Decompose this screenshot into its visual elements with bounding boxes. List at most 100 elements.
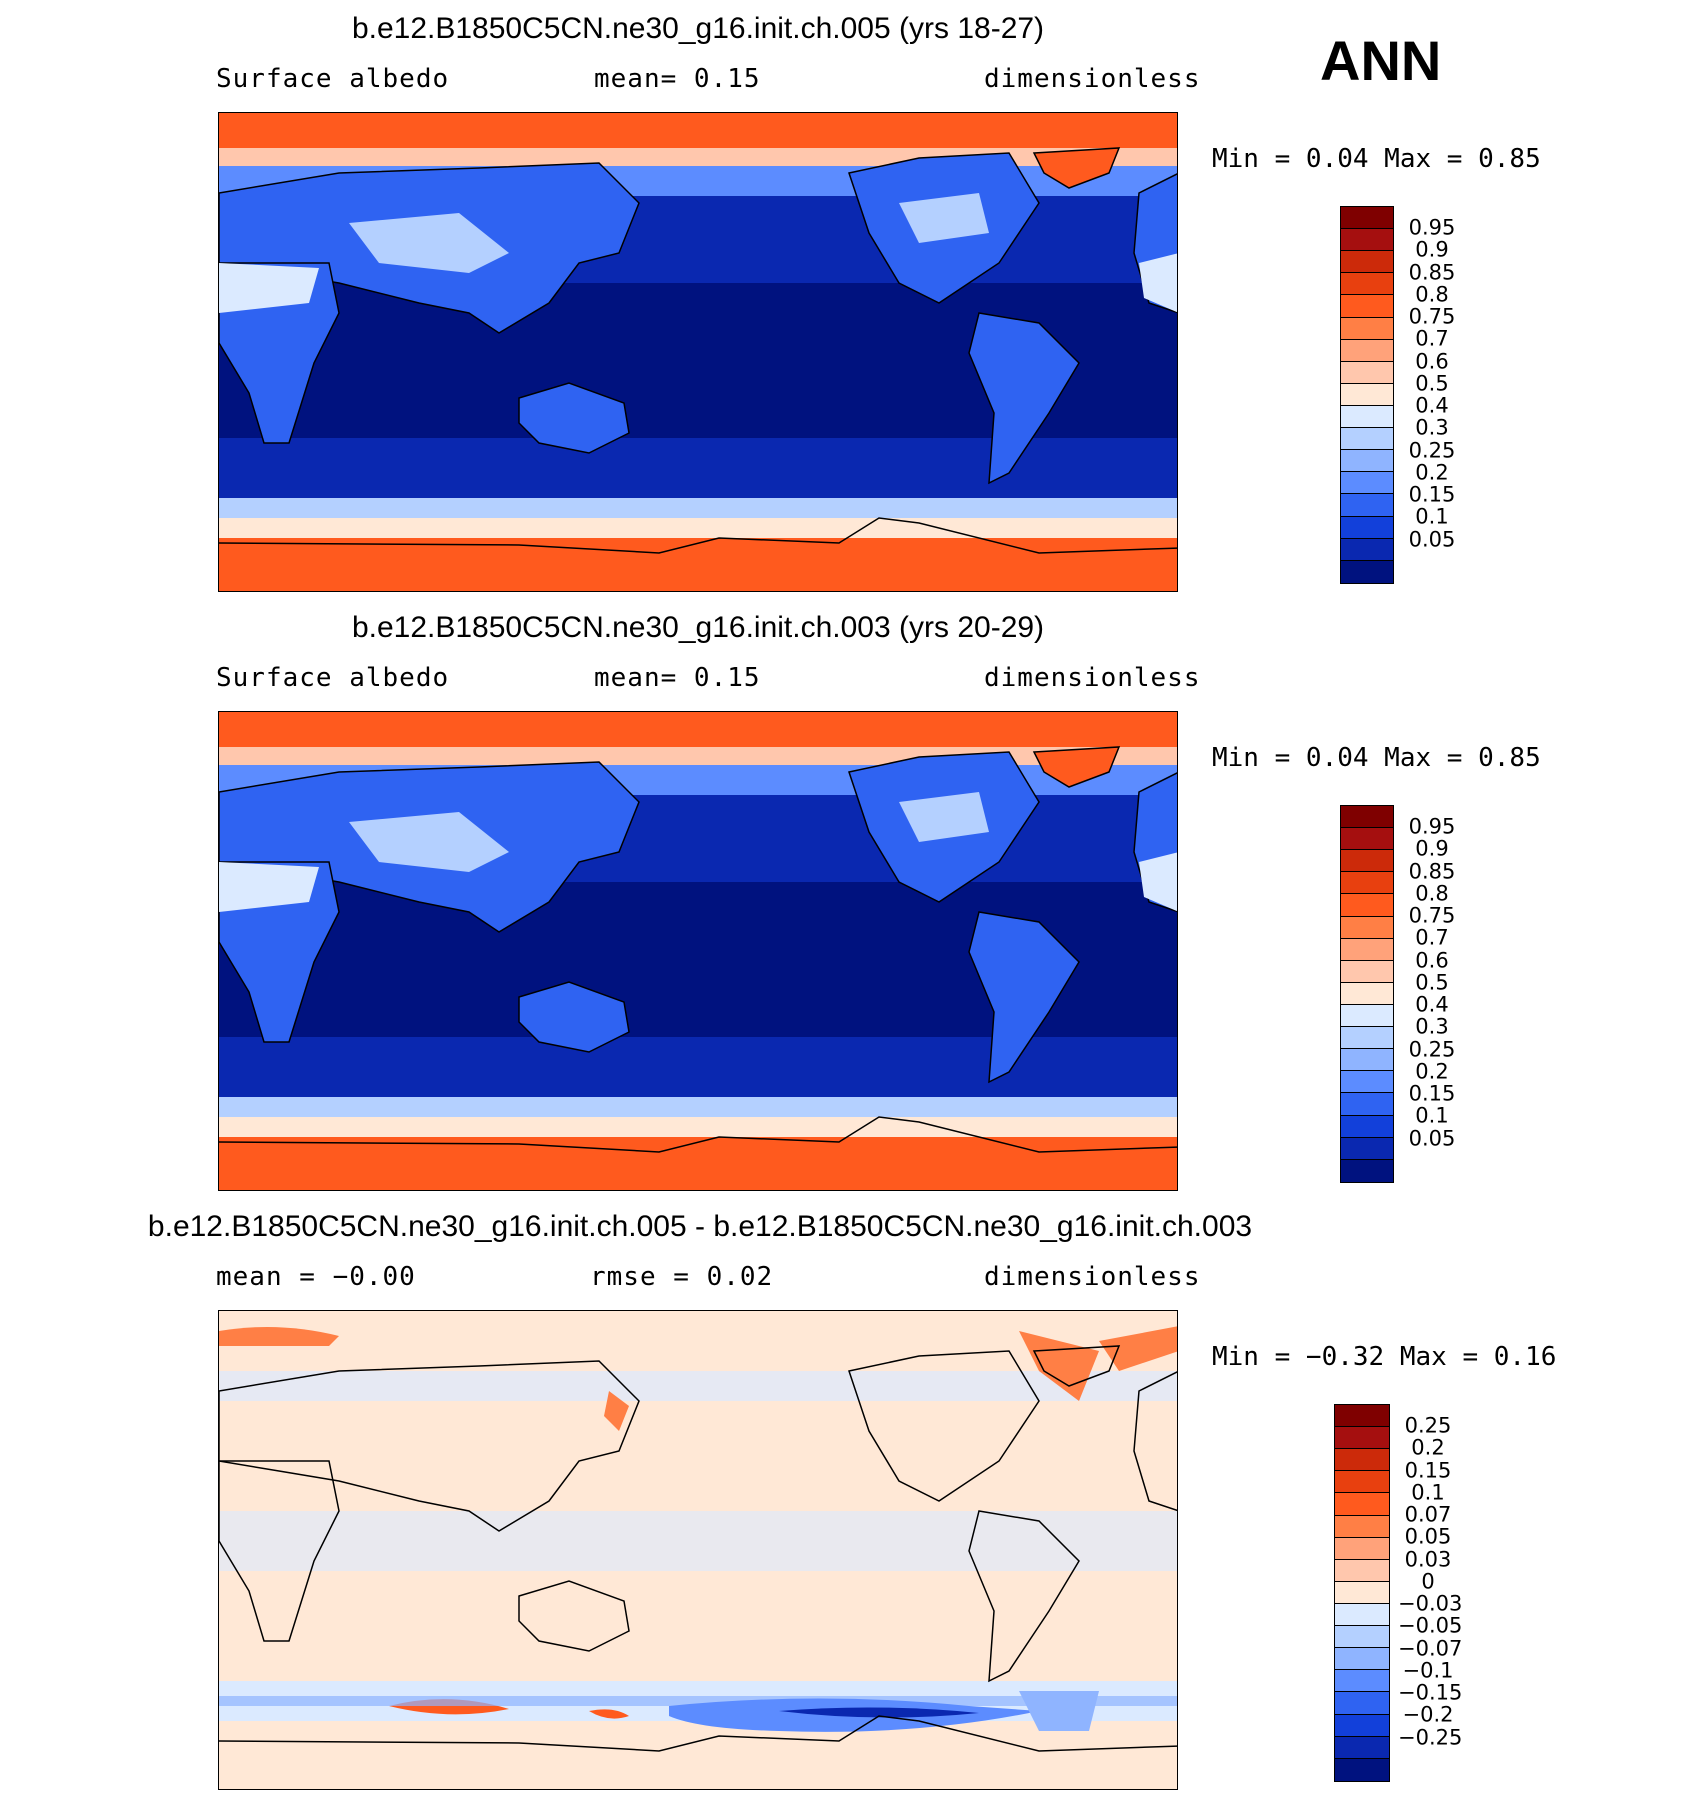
colorbar-segment bbox=[1341, 383, 1393, 406]
colorbar-tick-label: 0.5 bbox=[1415, 371, 1449, 396]
panel-1-colorbar-labels: 0.95 0.9 0.85 0.8 0.75 0.7 0.6 0.5 0.4 0.3 0.25 0.2… bbox=[1402, 206, 1472, 584]
colorbar-segment bbox=[1341, 207, 1393, 230]
colorbar-tick-label: 0.05 bbox=[1408, 1126, 1456, 1151]
panel-1-map bbox=[218, 112, 1178, 592]
colorbar-segment bbox=[1335, 1603, 1389, 1627]
colorbar-tick-label: 0 bbox=[1421, 1569, 1435, 1594]
colorbar-tick-label: 0.1 bbox=[1411, 1480, 1445, 1505]
colorbar-segment bbox=[1335, 1493, 1389, 1516]
colorbar-tick-label: 0.75 bbox=[1408, 903, 1456, 928]
colorbar-segment bbox=[1335, 1405, 1389, 1428]
panel-1-title: b.e12.B1850C5CN.ne30_g16.init.ch.005 (yr… bbox=[351, 12, 1045, 45]
colorbar-segment bbox=[1335, 1427, 1389, 1450]
colorbar-tick-label: 0.9 bbox=[1415, 237, 1449, 262]
panel-1-mean-label: mean= 0.15 bbox=[594, 64, 761, 94]
colorbar-tick-label: 0.15 bbox=[1408, 1081, 1456, 1106]
colorbar-segment bbox=[1335, 1449, 1389, 1472]
colorbar-segment bbox=[1341, 1071, 1393, 1094]
colorbar-tick-label: 0.4 bbox=[1415, 992, 1449, 1017]
colorbar-segment bbox=[1341, 938, 1393, 961]
colorbar-tick-label: 0.1 bbox=[1415, 504, 1449, 529]
colorbar-tick-label: 0.15 bbox=[1408, 482, 1456, 507]
colorbar-segment bbox=[1335, 1670, 1389, 1693]
colorbar-segment bbox=[1341, 1049, 1393, 1072]
panel-2-mean-label: mean= 0.15 bbox=[594, 663, 761, 693]
panel-2-map bbox=[218, 711, 1178, 1191]
colorbar-segment bbox=[1341, 361, 1393, 384]
colorbar-segment bbox=[1341, 538, 1393, 561]
colorbar-segment bbox=[1341, 1115, 1393, 1138]
panel-1-units-label: dimensionless bbox=[984, 64, 1201, 94]
panel-2-minmax: Min = 0.04 Max = 0.85 bbox=[1212, 743, 1541, 773]
colorbar-segment bbox=[1341, 1093, 1393, 1116]
panel-2-variable-label: Surface albedo bbox=[216, 663, 450, 693]
colorbar-segment bbox=[1335, 1692, 1389, 1715]
colorbar-tick-label: −0.2 bbox=[1402, 1702, 1454, 1727]
colorbar-tick-label: 0.25 bbox=[1408, 1037, 1456, 1062]
colorbar-tick-label: −0.03 bbox=[1398, 1591, 1463, 1616]
colorbar-segment bbox=[1341, 472, 1393, 495]
colorbar-segment bbox=[1335, 1758, 1389, 1781]
colorbar-segment bbox=[1341, 405, 1393, 429]
panel-3-title: b.e12.B1850C5CN.ne30_g16.init.ch.005 - b… bbox=[147, 1210, 1253, 1243]
colorbar-tick-label: −0.07 bbox=[1398, 1636, 1463, 1661]
colorbar-tick-label: 0.07 bbox=[1404, 1502, 1452, 1527]
colorbar-segment bbox=[1341, 1159, 1393, 1182]
colorbar-segment bbox=[1341, 960, 1393, 983]
colorbar-segment bbox=[1335, 1736, 1389, 1759]
colorbar-segment bbox=[1341, 828, 1393, 851]
colorbar-segment bbox=[1335, 1648, 1389, 1671]
colorbar-tick-label: 0.1 bbox=[1415, 1103, 1449, 1128]
colorbar-segment bbox=[1335, 1471, 1389, 1494]
colorbar-segment bbox=[1341, 516, 1393, 539]
season-label: ANN bbox=[1320, 29, 1442, 92]
panel-1-variable-label: Surface albedo bbox=[216, 64, 450, 94]
colorbar-tick-label: 0.05 bbox=[1408, 527, 1456, 552]
colorbar-segment bbox=[1341, 273, 1393, 296]
colorbar-segment bbox=[1341, 560, 1393, 583]
colorbar-segment bbox=[1341, 1004, 1393, 1028]
colorbar-segment bbox=[1341, 850, 1393, 873]
colorbar-segment bbox=[1335, 1559, 1389, 1582]
colorbar-tick-label: 0.75 bbox=[1408, 304, 1456, 329]
panel-3-mean-label: mean = −0.00 bbox=[216, 1262, 416, 1292]
panel-2-title: b.e12.B1850C5CN.ne30_g16.init.ch.003 (yr… bbox=[351, 611, 1045, 644]
colorbar-tick-label: 0.25 bbox=[1404, 1413, 1452, 1438]
panel-3-rmse-label: rmse = 0.02 bbox=[590, 1262, 774, 1292]
colorbar-tick-label: 0.7 bbox=[1415, 925, 1449, 950]
colorbar-segment bbox=[1341, 317, 1393, 340]
colorbar-tick-label: 0.25 bbox=[1408, 438, 1456, 463]
panel-2-map-svg bbox=[219, 712, 1177, 1190]
colorbar-segment bbox=[1341, 339, 1393, 362]
colorbar-segment bbox=[1335, 1515, 1389, 1538]
colorbar-segment bbox=[1341, 494, 1393, 517]
colorbar-tick-label: 0.9 bbox=[1415, 836, 1449, 861]
panel-1-colorbar bbox=[1340, 206, 1394, 584]
colorbar-tick-label: 0.5 bbox=[1415, 970, 1449, 995]
colorbar-segment bbox=[1335, 1626, 1389, 1649]
colorbar-segment bbox=[1341, 806, 1393, 829]
colorbar-segment bbox=[1341, 450, 1393, 473]
colorbar-tick-label: −0.15 bbox=[1398, 1680, 1463, 1705]
colorbar-tick-label: 0.2 bbox=[1415, 460, 1449, 485]
colorbar-tick-label: 0.4 bbox=[1415, 393, 1449, 418]
panel-3-map-svg bbox=[219, 1311, 1177, 1789]
colorbar-tick-label: 0.8 bbox=[1415, 881, 1449, 906]
colorbar-segment bbox=[1335, 1537, 1389, 1560]
colorbar-segment bbox=[1341, 1137, 1393, 1160]
panel-2-colorbar bbox=[1340, 805, 1394, 1183]
colorbar-tick-label: 0.3 bbox=[1415, 415, 1449, 440]
panel-2-units-label: dimensionless bbox=[984, 663, 1201, 693]
colorbar-tick-label: 0.95 bbox=[1408, 215, 1456, 240]
colorbar-tick-label: 0.6 bbox=[1415, 349, 1449, 374]
colorbar-segment bbox=[1341, 251, 1393, 274]
colorbar-tick-label: −0.25 bbox=[1398, 1725, 1463, 1750]
panel-3-map bbox=[218, 1310, 1178, 1790]
colorbar-tick-label: 0.8 bbox=[1415, 282, 1449, 307]
colorbar-tick-label: 0.95 bbox=[1408, 814, 1456, 839]
colorbar-tick-label: 0.15 bbox=[1404, 1458, 1452, 1483]
colorbar-segment bbox=[1341, 982, 1393, 1005]
colorbar-tick-label: 0.03 bbox=[1404, 1547, 1452, 1572]
colorbar-segment bbox=[1335, 1714, 1389, 1737]
panel-2-colorbar-labels: 0.95 0.9 0.85 0.8 0.75 0.7 0.6 0.5 0.4 0.3 0.25 0.2… bbox=[1402, 805, 1472, 1183]
